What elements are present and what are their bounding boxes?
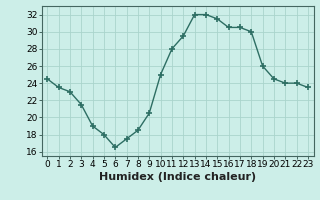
X-axis label: Humidex (Indice chaleur): Humidex (Indice chaleur) (99, 172, 256, 182)
